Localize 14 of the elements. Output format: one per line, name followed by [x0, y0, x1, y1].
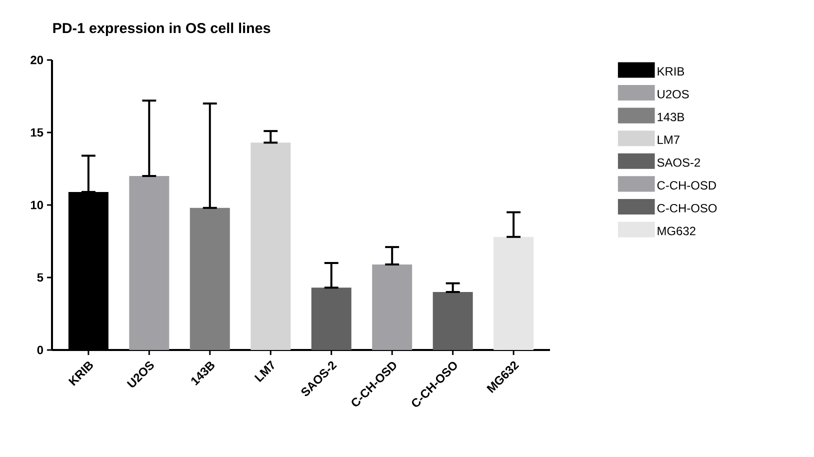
y-tick-label: 0 — [37, 346, 44, 354]
legend-label: C-CH-OSO — [657, 204, 717, 212]
legend-label: U2OS — [658, 90, 689, 98]
legend-label: MG632 — [658, 226, 696, 236]
y-tick-label: 15 — [30, 128, 44, 137]
y-tick-label: 10 — [30, 200, 44, 210]
legend-label: 143B — [658, 112, 684, 122]
chart-title: PD-1 expression in OS cell lines — [53, 22, 270, 36]
legend-label: LM7 — [658, 136, 680, 144]
y-tick-label: 20 — [30, 56, 44, 64]
legend-label: SAOS-2 — [657, 158, 700, 167]
y-tick-label: 5 — [37, 273, 44, 282]
legend-label: KRIB — [658, 67, 684, 76]
legend-label: C-CH-OSD — [657, 181, 716, 190]
